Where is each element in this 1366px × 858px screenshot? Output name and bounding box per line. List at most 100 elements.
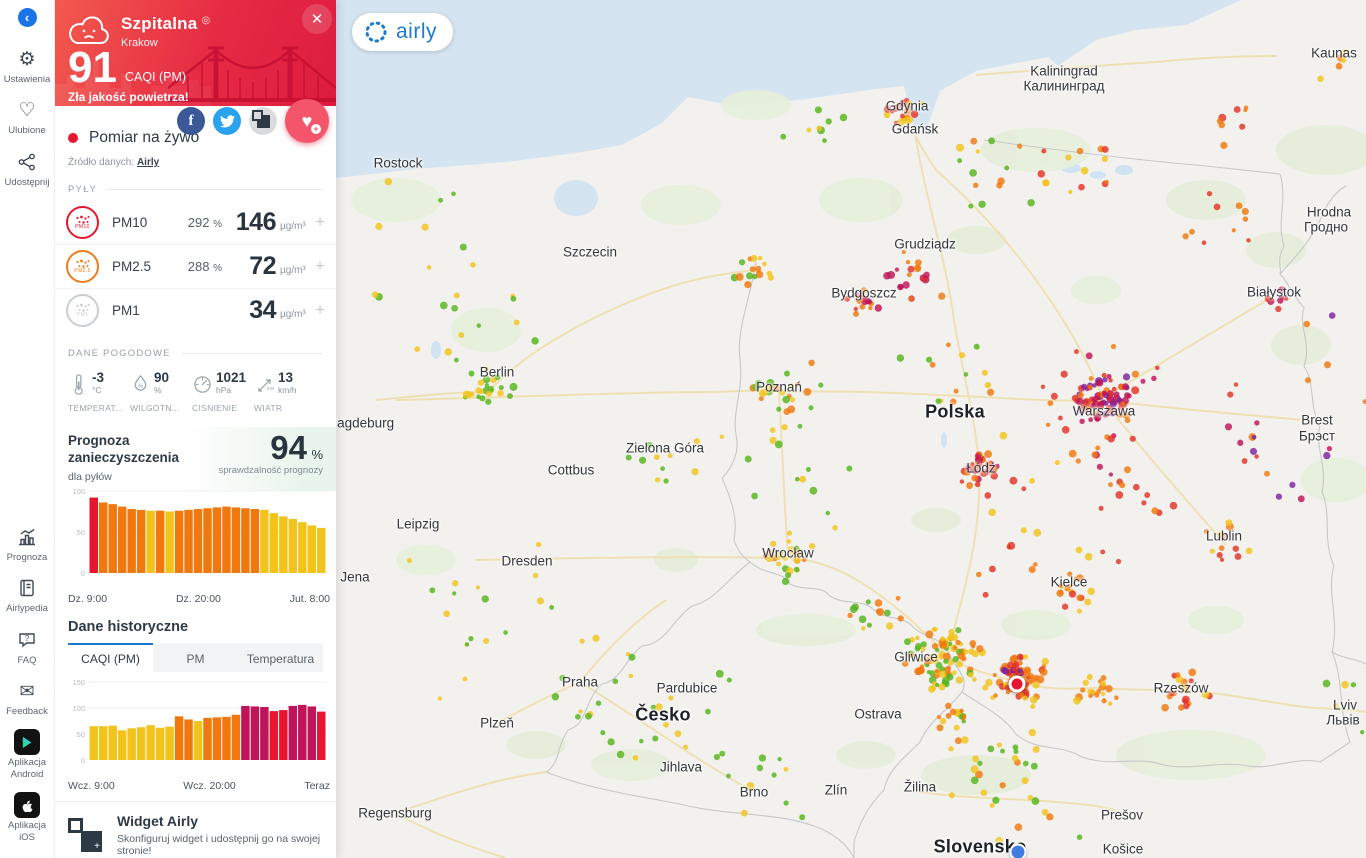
sensor-dot[interactable] [426,265,432,270]
sensor-dot[interactable] [992,672,997,678]
sensor-dot[interactable] [866,298,873,305]
sensor-dot[interactable] [766,555,774,563]
sensor-dot[interactable] [497,389,504,397]
sensor-dot[interactable] [825,118,832,125]
sensor-dot[interactable] [839,113,848,122]
sensor-dot[interactable] [953,388,959,394]
sensor-dot[interactable] [934,668,939,674]
sensor-dot[interactable] [1317,75,1324,83]
sensor-dot[interactable] [1213,203,1221,211]
sensor-dot[interactable] [787,546,796,554]
sensor-dot[interactable] [660,466,665,471]
sensor-dot[interactable] [1097,400,1104,407]
sensor-dot[interactable] [595,700,602,706]
sensor-dot[interactable] [980,469,988,477]
sensor-dot[interactable] [907,265,915,273]
widget-copy-button[interactable] [249,107,277,135]
sensor-dot[interactable] [744,280,752,289]
sensor-dot[interactable] [1077,391,1085,399]
sensor-dot[interactable] [414,346,421,352]
sensor-dot[interactable] [1217,531,1225,539]
sensor-dot[interactable] [1032,746,1040,753]
sensor-dot[interactable] [783,800,789,806]
sensor-dot[interactable] [771,772,777,778]
sensor-dot[interactable] [978,200,986,208]
sensor-dot[interactable] [1249,447,1258,455]
sensor-dot[interactable] [1096,392,1101,397]
sensor-dot[interactable] [988,137,996,145]
sensor-dot[interactable] [1251,434,1257,440]
sensor-dot[interactable] [439,301,448,310]
sensor-dot[interactable] [719,434,724,439]
sensor-dot[interactable] [1017,143,1023,149]
sensor-dot[interactable] [803,387,812,396]
sensor-dot[interactable] [1118,404,1125,411]
sensor-dot[interactable] [948,628,955,636]
sensor-dot[interactable] [1076,594,1084,602]
sensor-dot[interactable] [1073,696,1081,705]
sensor-dot[interactable] [984,492,992,499]
sensor-dot[interactable] [1131,370,1139,378]
sensor-dot[interactable] [1168,690,1175,697]
sensor-dot[interactable] [896,354,905,362]
sensor-dot[interactable] [959,708,964,713]
sensor-dot[interactable] [919,101,925,107]
sensor-dot[interactable] [1188,678,1194,684]
sensor-dot[interactable] [1028,728,1037,737]
sensor-dot[interactable] [906,100,913,106]
sensor-dot[interactable] [1082,679,1089,686]
sensor-dot[interactable] [1017,667,1023,674]
sensor-dot[interactable] [847,612,853,619]
sensor-dot[interactable] [934,647,940,653]
sensor-dot[interactable] [1225,519,1233,527]
sensor-dot[interactable] [785,572,792,579]
sensor-dot[interactable] [1182,233,1189,240]
sensor-dot[interactable] [887,270,896,279]
rail-item-ustawienia[interactable]: ⚙ Ustawienia [4,47,50,86]
rail-item-ulubione[interactable]: ♡ Ulubione [4,98,50,137]
sensor-dot[interactable] [853,306,858,312]
sensor-dot[interactable] [849,605,858,613]
sensor-dot[interactable] [1219,557,1225,562]
pm-expand-button[interactable]: + [315,301,325,319]
sensor-dot[interactable] [578,709,583,714]
sensor-dot[interactable] [1075,574,1084,583]
sensor-dot[interactable] [453,292,460,299]
sensor-dot[interactable] [957,652,965,660]
sensor-dot[interactable] [483,366,489,372]
sensor-dot[interactable] [719,750,726,757]
sensor-dot[interactable] [1239,123,1246,130]
sensor-dot[interactable] [1028,679,1033,685]
rail-item-aplikacja-ios[interactable]: Aplikacja iOS [0,792,54,843]
sensor-dot[interactable] [822,138,827,143]
sensor-dot[interactable] [1241,207,1249,216]
sensor-dot[interactable] [1098,505,1104,511]
add-favourite-button[interactable]: ♥ + [285,99,329,143]
sensor-dot[interactable] [744,455,752,463]
sensor-dot[interactable] [1088,417,1094,423]
sensor-dot[interactable] [969,169,977,177]
sensor-dot[interactable] [1021,777,1029,785]
sensor-dot[interactable] [1179,683,1187,691]
sensor-dot[interactable] [984,450,993,459]
data-source-link[interactable]: Airly [136,157,160,168]
sensor-dot[interactable] [746,782,755,790]
sensor-dot[interactable] [767,274,774,281]
sensor-dot[interactable] [1046,813,1054,821]
sensor-dot[interactable] [938,670,947,678]
sensor-dot[interactable] [931,643,939,650]
sensor-dot[interactable] [915,265,921,271]
sensor-dot[interactable] [1220,141,1228,150]
sensor-dot[interactable] [652,735,659,742]
sensor-dot[interactable] [1060,370,1068,378]
sensor-dot[interactable] [806,127,812,133]
sensor-dot[interactable] [903,107,911,115]
sensor-dot[interactable] [1076,608,1082,614]
sensor-dot[interactable] [1216,118,1223,125]
sensor-dot[interactable] [1030,703,1036,710]
sensor-dot[interactable] [1039,668,1048,677]
sensor-dot[interactable] [1132,483,1140,491]
sensor-dot[interactable] [762,261,767,267]
sensor-dot[interactable] [905,260,911,265]
sensor-dot[interactable] [1206,190,1213,197]
